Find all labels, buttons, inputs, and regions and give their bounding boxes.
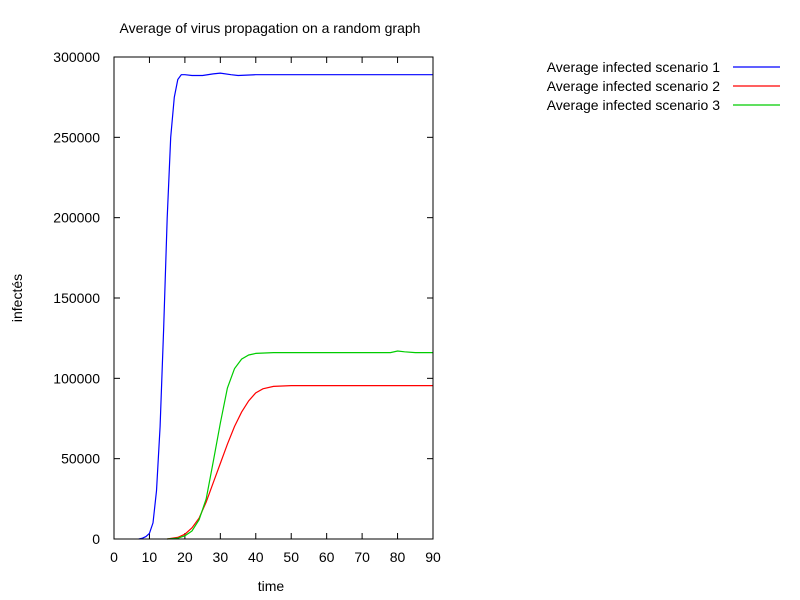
series-line-3 [167,350,433,540]
legend-label-1: Average infected scenario 1 [547,59,721,75]
x-tick-label: 80 [390,549,406,565]
y-axis-ticks: 0 50000 100000 150000 200000 250000 300000 [53,49,433,547]
y-tick-label: 100000 [53,370,100,386]
x-tick-label: 10 [142,549,158,565]
y-tick-label: 300000 [53,49,100,65]
y-tick-label: 200000 [53,210,100,226]
legend: Average infected scenario 1 Average infec… [547,59,780,113]
y-tick-label: 250000 [53,129,100,145]
series-lines [138,72,433,540]
x-tick-label: 30 [213,549,229,565]
series-line-1 [138,72,433,540]
x-tick-label: 40 [248,549,264,565]
plot-frame [113,56,434,540]
x-tick-label: 0 [110,549,118,565]
y-tick-label: 150000 [53,290,100,306]
x-tick-label: 70 [354,549,370,565]
series-line-2 [167,385,433,540]
y-tick-label: 50000 [61,451,100,467]
legend-label-3: Average infected scenario 3 [547,97,721,113]
x-tick-label: 20 [177,549,193,565]
y-tick-label: 0 [92,531,100,547]
x-tick-label: 60 [319,549,335,565]
y-axis-label: infectés [9,274,25,322]
chart-title: Average of virus propagation on a random… [120,20,421,36]
x-axis-label: time [258,578,285,594]
x-tick-label: 90 [425,549,441,565]
legend-label-2: Average infected scenario 2 [547,78,721,94]
x-axis-ticks: 0 10 20 30 40 50 60 70 80 90 [110,57,441,565]
x-tick-label: 50 [283,549,299,565]
